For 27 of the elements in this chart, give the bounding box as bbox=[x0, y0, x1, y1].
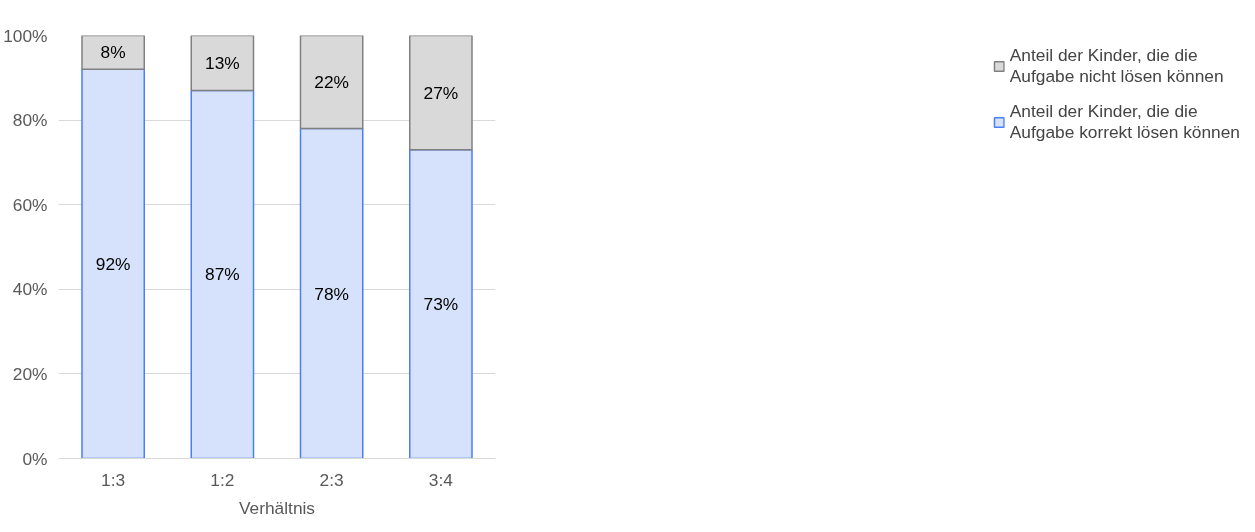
y-tick-label: 0% bbox=[22, 448, 48, 469]
y-tick-label: 60% bbox=[12, 194, 48, 215]
x-tick-label: 1:3 bbox=[101, 469, 126, 490]
y-tick-label: 80% bbox=[12, 110, 48, 131]
x-tick-label: 1:2 bbox=[210, 469, 235, 490]
bar bbox=[190, 89, 255, 459]
data-label: 92% bbox=[95, 253, 131, 274]
bar bbox=[190, 35, 255, 92]
data-label: 27% bbox=[423, 82, 459, 103]
y-tick-label: 40% bbox=[12, 279, 48, 300]
bar bbox=[81, 68, 146, 459]
legend-label: Anteil der Kinder, die die Aufgabe korrekt lösen können bbox=[1009, 101, 1240, 143]
x-axis-title: Verhältnis bbox=[238, 497, 316, 518]
bar bbox=[408, 148, 473, 459]
data-label: 8% bbox=[100, 42, 126, 63]
data-label: 13% bbox=[205, 52, 240, 73]
data-label: 73% bbox=[423, 294, 459, 315]
data-label: 87% bbox=[205, 264, 240, 285]
x-tick-label: 3:4 bbox=[428, 469, 454, 490]
bar bbox=[299, 127, 364, 459]
x-tick-label: 2:3 bbox=[319, 469, 344, 490]
y-tick-label: 100% bbox=[3, 25, 48, 46]
data-label: 78% bbox=[314, 283, 349, 304]
data-label: 22% bbox=[314, 72, 349, 93]
legend-label: Anteil der Kinder, die die Aufgabe nicht lösen können bbox=[1009, 45, 1224, 87]
bar bbox=[81, 35, 146, 71]
y-tick-label: 20% bbox=[12, 363, 48, 384]
